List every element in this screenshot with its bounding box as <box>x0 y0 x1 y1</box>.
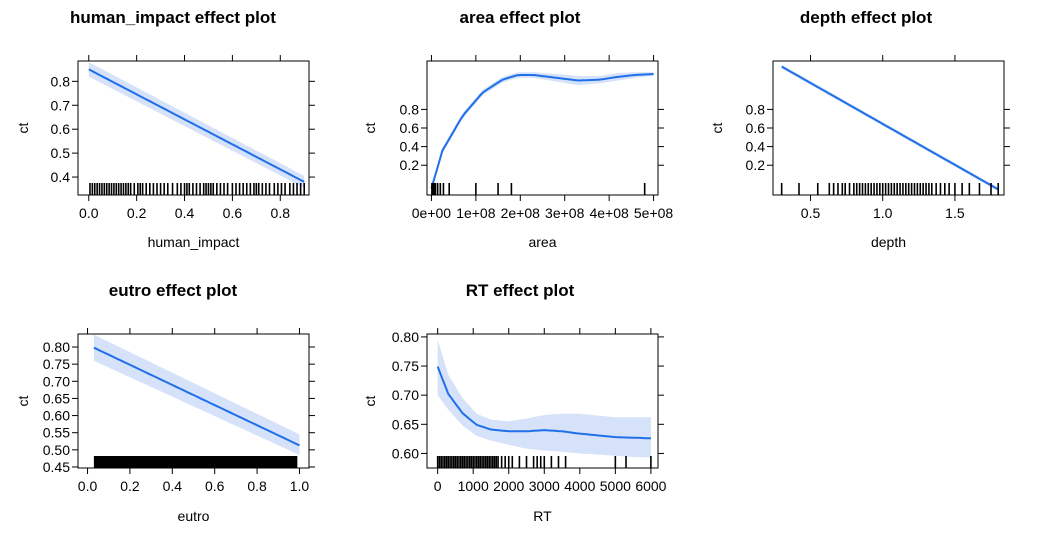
y-tick-label: 0.6 <box>400 120 420 136</box>
y-axis-label: ct <box>362 122 378 133</box>
x-axis-label: depth <box>871 234 906 250</box>
y-tick-label: 0.8 <box>746 101 766 117</box>
x-axis-label: RT <box>533 508 552 524</box>
y-tick-label: 0.80 <box>43 339 70 355</box>
plot-frame <box>426 333 659 469</box>
y-tick-label: 0.7 <box>51 97 71 113</box>
y-tick-label: 0.70 <box>43 373 70 389</box>
x-axis-label: eutro <box>178 508 210 524</box>
x-tick-label: 3000 <box>529 478 560 494</box>
y-tick-label: 0.60 <box>392 445 419 461</box>
x-tick-label: 0.4 <box>175 205 195 221</box>
x-tick-label: 2000 <box>493 478 524 494</box>
x-tick-label: 0.0 <box>78 478 98 494</box>
x-tick-label: 4000 <box>564 478 595 494</box>
y-tick-label: 0.8 <box>400 101 420 117</box>
fitted-line <box>88 68 305 183</box>
x-tick-label: 6000 <box>635 478 666 494</box>
y-tick-label: 0.55 <box>43 425 70 441</box>
x-tick-label: 5e+08 <box>634 205 674 221</box>
rug-band <box>93 456 298 468</box>
panel-1: area effect plot 0e+00 1e+08 2e+08 3e+08 4e+0… <box>362 8 673 250</box>
panel-title: eutro effect plot <box>109 281 238 300</box>
y-axis-label: ct <box>15 122 31 133</box>
y-tick-label: 0.8 <box>51 73 71 89</box>
y-tick-label: 0.4 <box>51 169 71 185</box>
x-tick-label: 1.5 <box>945 205 965 221</box>
x-tick-label: 0.2 <box>120 478 140 494</box>
y-tick-label: 0.50 <box>43 442 70 458</box>
x-tick-label: 1.0 <box>873 205 893 221</box>
x-tick-label: 3e+08 <box>545 205 585 221</box>
confidence-band <box>431 72 654 189</box>
y-tick-label: 0.2 <box>746 157 766 173</box>
y-axis-label: ct <box>362 395 378 406</box>
y-tick-label: 0.5 <box>51 145 71 161</box>
fitted-line <box>436 366 651 440</box>
x-axis-label: area <box>528 234 556 250</box>
panel-2: depth effect plot 0.5 1.0 1.5 0.2 0.4 0.6 0.8 de… <box>709 8 1010 250</box>
y-tick-label: 0.70 <box>392 387 419 403</box>
panel-title: RT effect plot <box>466 281 575 300</box>
x-tick-label: 1000 <box>458 478 489 494</box>
x-tick-label: 0.8 <box>247 478 267 494</box>
x-tick-label: 0.5 <box>801 205 821 221</box>
fitted-line <box>430 73 654 189</box>
x-tick-label: 5000 <box>600 478 631 494</box>
y-tick-label: 0.6 <box>746 120 766 136</box>
x-tick-label: 0.4 <box>163 478 183 494</box>
x-tick-label: 0.8 <box>271 205 291 221</box>
x-tick-label: 0 <box>434 478 442 494</box>
fitted-line <box>781 65 999 191</box>
y-tick-label: 0.60 <box>43 408 70 424</box>
y-axis-label: ct <box>15 395 31 406</box>
x-tick-label: 0.6 <box>223 205 243 221</box>
plot-frame <box>77 333 310 469</box>
x-tick-label: 2e+08 <box>501 205 541 221</box>
fitted-line <box>93 346 300 447</box>
y-tick-label: 0.4 <box>400 139 420 155</box>
y-tick-label: 0.75 <box>392 358 419 374</box>
confidence-band <box>93 334 300 455</box>
x-axis-label: human_impact <box>148 234 240 250</box>
y-tick-label: 0.4 <box>746 139 766 155</box>
panel-0: human_impact effect plot 0.0 0.2 0.4 0.6 0.8 0… <box>15 8 315 250</box>
x-tick-label: 0e+00 <box>412 205 452 221</box>
y-tick-label: 0.75 <box>43 356 70 372</box>
x-tick-label: 1.0 <box>290 478 310 494</box>
plot-frame <box>426 60 659 196</box>
plot-frame <box>77 60 310 196</box>
y-tick-label: 0.80 <box>392 329 419 345</box>
y-tick-label: 0.6 <box>51 121 71 137</box>
y-axis-label: ct <box>709 122 725 133</box>
panel-title: depth effect plot <box>800 8 933 27</box>
y-tick-label: 0.2 <box>400 157 420 173</box>
y-tick-label: 0.65 <box>392 416 419 432</box>
y-tick-label: 0.45 <box>43 459 70 475</box>
panel-title: human_impact effect plot <box>70 8 276 27</box>
y-tick-label: 0.65 <box>43 390 70 406</box>
panel-4: RT effect plot 0 1000 2000 3000 4000 5000 6000 0… <box>362 281 667 524</box>
x-tick-label: 0.2 <box>127 205 147 221</box>
panel-title: area effect plot <box>460 8 581 27</box>
x-tick-label: 0.0 <box>79 205 99 221</box>
x-tick-label: 1e+08 <box>456 205 496 221</box>
x-tick-label: 0.6 <box>205 478 225 494</box>
x-tick-label: 4e+08 <box>589 205 629 221</box>
confidence-band <box>437 339 651 458</box>
